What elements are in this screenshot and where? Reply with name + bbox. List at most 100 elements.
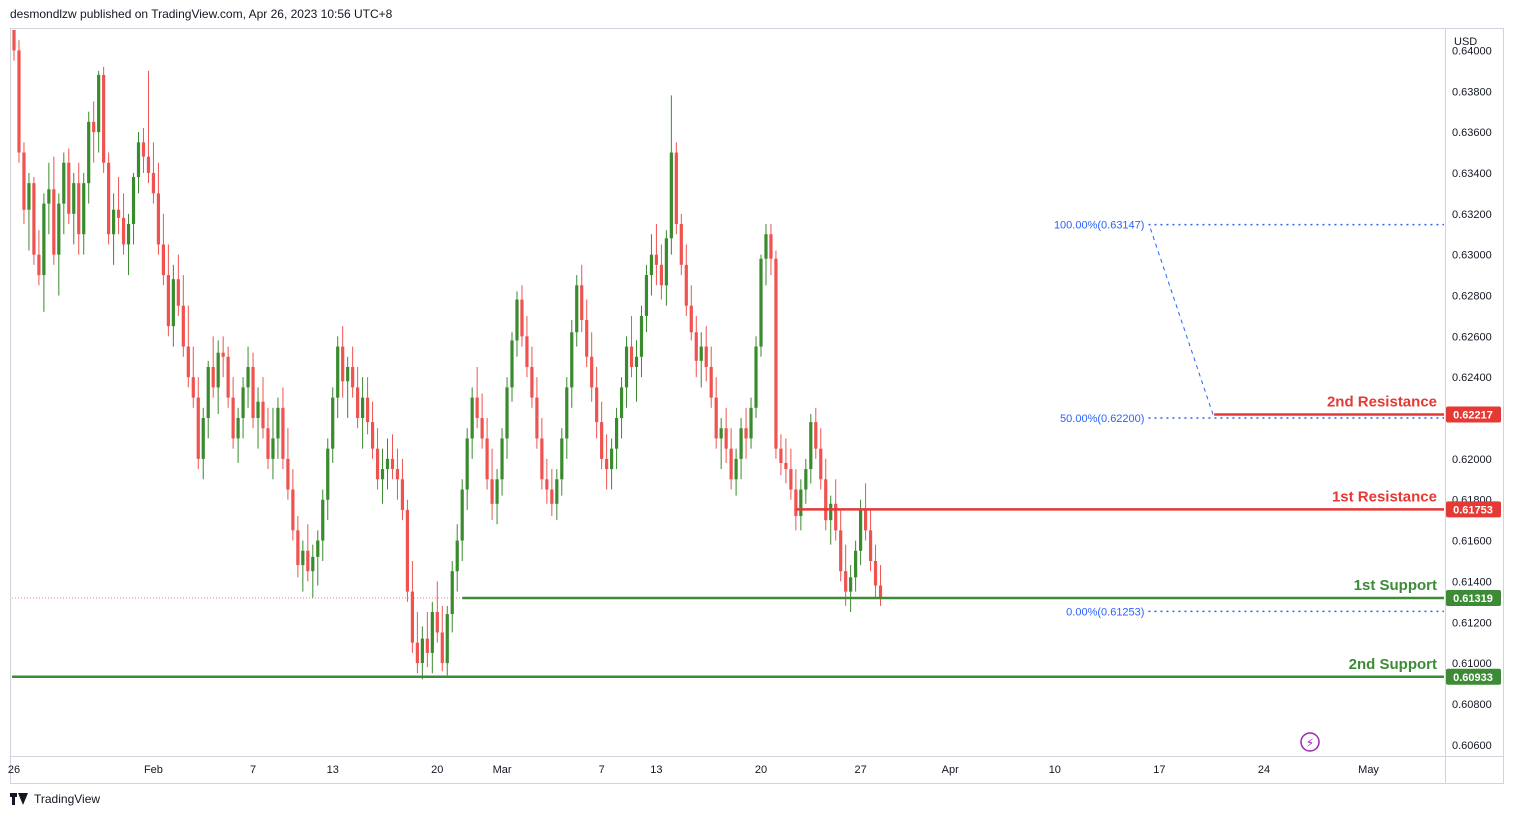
- candle-body: [739, 428, 743, 459]
- fib-trend-line: [1149, 228, 1215, 419]
- y-tick-label: 0.60600: [1452, 740, 1492, 752]
- publisher-line: desmondlzw published on TradingView.com,…: [10, 7, 393, 21]
- candle-body: [749, 407, 753, 439]
- candle-body: [490, 479, 494, 504]
- candle-body: [166, 275, 170, 327]
- candle-body: [365, 397, 370, 423]
- level-label: 2nd Support: [1349, 656, 1437, 673]
- candle-body: [545, 479, 549, 490]
- candle-body: [206, 366, 210, 419]
- candle-body: [186, 346, 190, 378]
- candle-body: [42, 203, 46, 276]
- candle-body: [734, 458, 738, 480]
- candle-body: [445, 614, 449, 664]
- candle-body: [22, 152, 26, 210]
- level-price-label: 0.62217: [1453, 410, 1493, 422]
- candle-body: [485, 438, 489, 480]
- candle-body: [480, 418, 484, 439]
- candle-body: [684, 264, 688, 306]
- candle-body: [32, 183, 36, 255]
- candle-body: [714, 397, 718, 439]
- candle-body: [570, 332, 574, 388]
- candle-body: [281, 407, 285, 459]
- candle-body: [82, 183, 86, 235]
- candle-body: [301, 550, 305, 566]
- candle-body: [774, 258, 778, 449]
- candle-body: [375, 448, 380, 480]
- y-tick-label: 0.61400: [1452, 576, 1492, 588]
- candle-body: [784, 462, 788, 470]
- candle-body: [276, 407, 280, 439]
- candle-body: [585, 320, 589, 357]
- level-price-label: 0.60933: [1453, 672, 1493, 684]
- candle-body: [201, 418, 205, 459]
- x-tick-label: 27: [854, 764, 866, 776]
- candle-body: [470, 397, 474, 439]
- candle-body: [136, 142, 141, 178]
- x-tick-label: 24: [1258, 764, 1270, 776]
- candle-body: [57, 203, 61, 255]
- candle-body: [610, 448, 614, 470]
- x-tick-label: 7: [250, 764, 256, 776]
- candle-body: [729, 448, 733, 480]
- candle-body: [346, 366, 350, 382]
- x-tick-label: Mar: [493, 764, 512, 776]
- candle-body: [116, 209, 121, 218]
- lightning-event-icon: [1300, 732, 1320, 752]
- candle-body: [72, 183, 76, 214]
- candle-body: [639, 315, 644, 357]
- candle-body: [829, 503, 833, 521]
- candle-body: [873, 560, 878, 586]
- candle-body: [246, 366, 250, 388]
- x-tick-label: Apr: [942, 764, 959, 776]
- y-tick-label: 0.63600: [1452, 127, 1492, 139]
- y-tick-label: 0.62000: [1452, 454, 1492, 466]
- candle-body: [356, 387, 360, 419]
- candle-body: [92, 121, 96, 133]
- candle-body: [505, 387, 509, 439]
- candle-body: [600, 422, 604, 459]
- candle-body: [176, 279, 180, 306]
- candle-body: [565, 387, 569, 439]
- candle-body: [400, 479, 405, 510]
- y-tick-label: 0.63200: [1452, 209, 1492, 221]
- candle-body: [669, 152, 673, 239]
- candle-body: [789, 469, 793, 490]
- candle-body: [266, 428, 270, 459]
- y-tick-label: 0.61200: [1452, 617, 1492, 629]
- tradingview-logo-icon: [10, 793, 28, 805]
- candle-body: [380, 469, 385, 480]
- candle-body: [351, 366, 355, 388]
- candle-body: [211, 366, 215, 388]
- candle-body: [455, 540, 459, 572]
- candle-body: [634, 356, 639, 367]
- candle-body: [530, 366, 534, 398]
- y-tick-label: 0.60800: [1452, 699, 1492, 711]
- candle-body: [415, 642, 419, 664]
- candle-body: [296, 530, 300, 566]
- x-tick-label: 7: [599, 764, 605, 776]
- candle-body: [341, 346, 345, 382]
- candle-body: [580, 285, 584, 320]
- candle-body: [654, 254, 659, 265]
- level-price-label: 0.61319: [1453, 593, 1493, 605]
- candle-body: [336, 346, 340, 398]
- candle-body: [804, 469, 808, 490]
- y-tick-label: 0.63000: [1452, 250, 1492, 262]
- level-price-badge: [1446, 501, 1501, 518]
- candle-body: [241, 387, 245, 419]
- candle-body: [719, 428, 723, 439]
- candle-body: [844, 571, 848, 592]
- y-tick-label: 0.64000: [1452, 45, 1492, 57]
- candle-body: [460, 489, 464, 541]
- candle-body: [619, 387, 624, 419]
- candle-body: [435, 612, 439, 633]
- candle-body: [779, 448, 783, 463]
- candle-body: [744, 428, 748, 439]
- candle-body: [261, 401, 265, 429]
- candle-body: [27, 183, 31, 210]
- level-price-badge: [1446, 668, 1501, 685]
- brand-name: TradingView: [34, 792, 101, 806]
- footer-brand[interactable]: TradingView: [10, 792, 100, 806]
